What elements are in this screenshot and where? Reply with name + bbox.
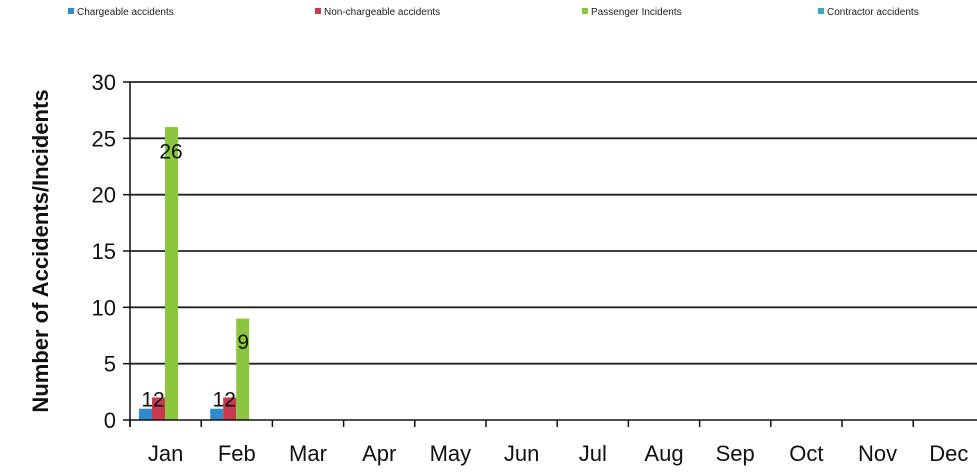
y-tick-label: 5 (104, 352, 116, 377)
bar (223, 397, 237, 420)
y-tick-label: 10 (92, 295, 116, 320)
gridlines (130, 81, 977, 365)
bar (165, 127, 178, 421)
x-tick-label: Sep (716, 441, 755, 466)
x-tick-label: Dec (929, 441, 968, 466)
y-axis-ticks: 0 5 10 15 20 25 30 (92, 70, 130, 433)
legend-label: Non-chargeable accidents (324, 7, 440, 18)
bar (210, 408, 224, 420)
data-label: 12 (213, 388, 236, 411)
legend-swatch (315, 8, 321, 14)
bar (236, 318, 250, 420)
x-tick-label: Apr (362, 441, 396, 466)
data-label: 26 (159, 141, 182, 164)
x-tick-label: Jan (148, 441, 183, 466)
x-tick-label: Nov (858, 441, 897, 466)
data-labels: 12 26 12 9 (141, 141, 249, 412)
x-tick-label: Feb (218, 441, 256, 466)
x-tick-label: Jun (504, 441, 539, 466)
legend-label: Contractor accidents (827, 7, 919, 18)
y-tick-label: 0 (104, 408, 116, 433)
x-tick-label: Mar (289, 441, 327, 466)
data-label: 9 (237, 331, 249, 354)
bar (152, 397, 165, 420)
y-tick-label: 20 (92, 183, 116, 208)
x-axis-ticks: Jan Feb Mar Apr May Jun Jul Aug Sep Oct Nov Dec (129, 420, 968, 466)
x-tick-label: Oct (789, 441, 823, 466)
y-tick-label: 30 (92, 70, 116, 95)
x-tick-label: Jul (579, 441, 607, 466)
y-axis-label: Number of Accidents/Incidents (28, 89, 53, 412)
legend: Chargeable accidents Non-chargeable accid… (68, 7, 919, 18)
legend-swatch (582, 8, 588, 14)
legend-label: Chargeable accidents (77, 7, 174, 18)
legend-swatch (818, 8, 824, 14)
y-tick-label: 15 (92, 239, 116, 264)
data-label: 12 (141, 388, 164, 411)
bar (139, 408, 152, 420)
legend-swatch (68, 8, 74, 14)
y-tick-label: 25 (92, 126, 116, 151)
bars (139, 127, 250, 421)
x-tick-label: Aug (644, 441, 683, 466)
x-tick-label: May (430, 441, 472, 466)
legend-label: Passenger Incidents (591, 7, 682, 18)
